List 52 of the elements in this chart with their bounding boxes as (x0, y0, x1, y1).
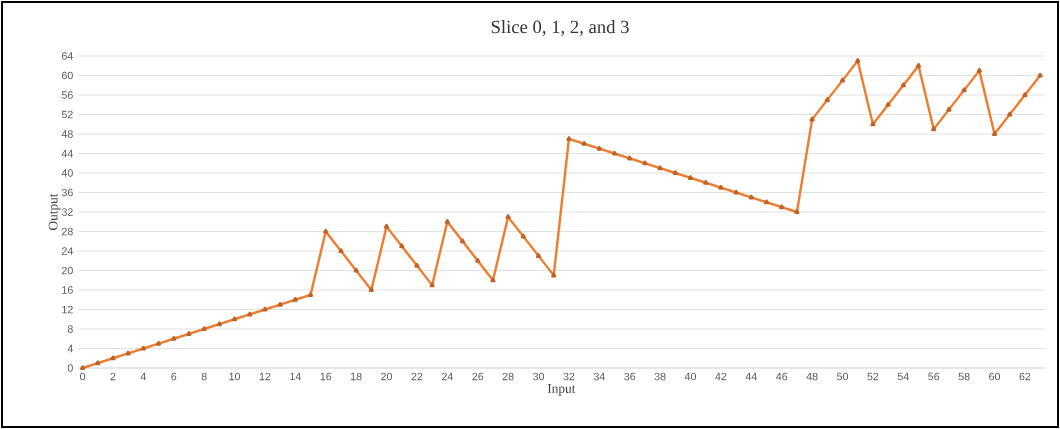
y-tick-label: 36 (61, 188, 73, 197)
x-tick-label: 10 (229, 372, 241, 381)
x-tick-label: 34 (593, 372, 605, 381)
x-tick-label: 6 (171, 372, 177, 381)
y-axis-title: Output (48, 193, 61, 230)
y-tick-label: 28 (61, 227, 73, 236)
x-tick-label: 58 (958, 372, 970, 381)
y-tick-label: 44 (61, 149, 73, 158)
y-tick-label: 0 (67, 364, 73, 372)
x-tick-label: 46 (776, 372, 788, 381)
x-tick-label: 60 (989, 372, 1001, 381)
x-tick-label: 0 (80, 372, 86, 381)
x-tick-label: 30 (533, 372, 545, 381)
x-tick-label: 14 (290, 372, 301, 381)
x-tick-label: 32 (563, 372, 575, 381)
y-tick-label: 8 (67, 325, 73, 333)
y-tick-label: 56 (61, 91, 73, 99)
x-tick-label: 24 (441, 372, 453, 381)
x-tick-label: 8 (201, 372, 207, 381)
y-tick-label: 24 (61, 247, 73, 255)
x-tick-label: 16 (320, 372, 332, 381)
x-tick-label: 36 (624, 372, 636, 381)
x-tick-label: 54 (897, 372, 909, 381)
x-tick-label: 62 (1019, 372, 1031, 381)
y-tick-label: 40 (61, 169, 73, 177)
y-tick-label: 60 (61, 71, 73, 80)
x-tick-label: 44 (745, 372, 757, 381)
x-tick-label: 38 (654, 372, 666, 381)
x-tick-label: 2 (110, 372, 116, 381)
y-tick-label: 48 (61, 130, 73, 138)
y-tick-label: 20 (61, 266, 73, 275)
x-tick-label: 26 (472, 372, 484, 381)
x-tick-label: 42 (715, 372, 727, 381)
x-tick-label: 52 (867, 372, 879, 381)
y-tick-label: 4 (67, 344, 73, 353)
x-tick-label: 22 (411, 372, 423, 381)
chart-title: Slice 0, 1, 2, and 3 (491, 20, 629, 36)
x-axis-title: Input (547, 384, 576, 396)
y-tick-label: 64 (61, 52, 73, 60)
y-tick-label: 16 (62, 286, 73, 294)
y-tick-label: 32 (61, 208, 73, 216)
x-tick-label: 40 (684, 372, 697, 381)
x-tick-label: 20 (381, 372, 393, 381)
x-tick-label: 56 (928, 372, 940, 381)
x-tick-label: 12 (259, 372, 271, 381)
y-tick-label: 12 (62, 305, 73, 314)
x-tick-label: 50 (837, 372, 849, 381)
x-tick-label: 18 (351, 372, 362, 381)
x-tick-label: 28 (502, 372, 514, 381)
x-tick-label: 48 (806, 372, 818, 381)
y-tick-label: 52 (61, 110, 73, 119)
x-tick-label: 4 (140, 372, 147, 381)
